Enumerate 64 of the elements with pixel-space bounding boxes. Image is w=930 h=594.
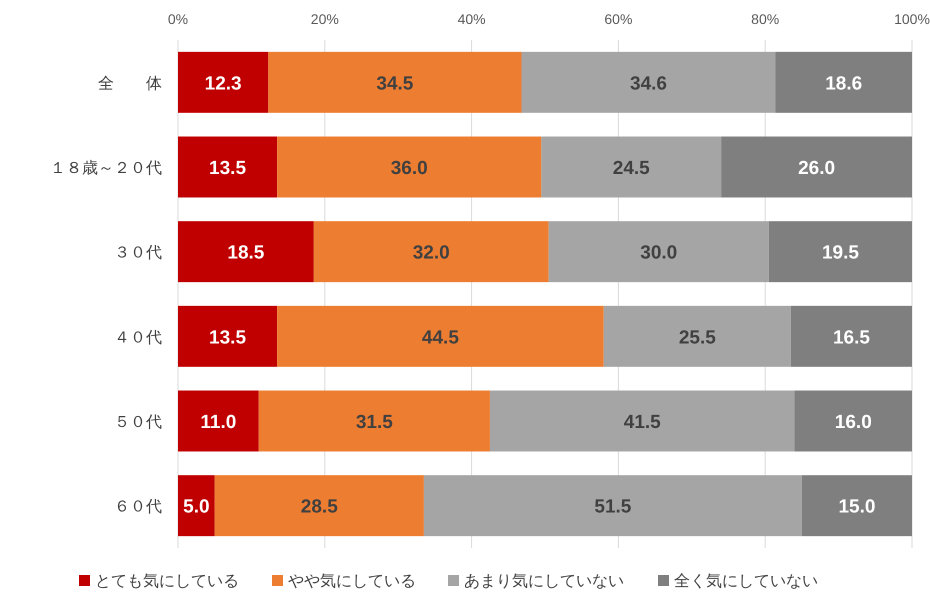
y-tick-label: ３０代 <box>114 244 162 262</box>
x-tick-label: 20% <box>310 11 339 27</box>
data-label: 32.0 <box>412 242 450 264</box>
bar <box>277 136 542 198</box>
bar <box>768 221 912 282</box>
bar <box>522 52 776 113</box>
data-label: 18.6 <box>825 73 862 94</box>
data-label: 16.0 <box>834 412 872 433</box>
data-label: 41.5 <box>624 412 662 433</box>
data-label: 31.5 <box>356 412 394 433</box>
data-label: 36.0 <box>390 158 428 179</box>
bar <box>314 221 549 282</box>
bar <box>424 475 802 536</box>
data-label: 30.0 <box>640 242 678 264</box>
data-label: 28.5 <box>300 496 338 518</box>
legend-label: とても気にしている <box>95 573 239 590</box>
legend-label: やや気にしている <box>288 573 416 590</box>
y-tick-label: １８歳～２０代 <box>50 159 162 177</box>
bar <box>541 136 722 198</box>
bar <box>178 306 278 367</box>
y-tick-label: ５０代 <box>114 414 162 431</box>
data-label: 13.5 <box>209 158 246 179</box>
bar <box>277 306 604 367</box>
x-tick-label: 60% <box>604 11 632 27</box>
bar <box>794 390 912 452</box>
bar <box>214 475 424 536</box>
data-label: 26.0 <box>798 158 836 179</box>
x-tick-label: 80% <box>751 11 780 27</box>
data-label: 24.5 <box>612 158 650 179</box>
data-label: 11.0 <box>200 412 236 433</box>
x-tick-label: 0% <box>168 11 188 27</box>
bar <box>268 52 522 113</box>
bar <box>258 390 490 452</box>
bar <box>178 475 215 536</box>
bar <box>802 475 912 536</box>
bar <box>178 136 278 198</box>
bar <box>490 390 795 452</box>
legend-label: 全く気にしていない <box>674 573 818 590</box>
bar <box>721 136 912 198</box>
y-tick-label: ４０代 <box>114 329 162 346</box>
data-label: 34.6 <box>630 73 667 94</box>
legend-label: あまり気にしていない <box>464 573 624 590</box>
data-label: 16.5 <box>832 327 870 348</box>
data-label: 5.0 <box>183 496 210 518</box>
bar <box>178 52 268 113</box>
bar <box>178 390 259 452</box>
bar <box>790 306 912 367</box>
x-tick-label: 40% <box>458 11 486 27</box>
data-label: 19.5 <box>822 242 860 264</box>
bar <box>604 306 791 367</box>
y-tick-label: ６０代 <box>114 498 162 516</box>
y-tick-label: 全 体 <box>98 75 162 92</box>
bar <box>775 52 912 113</box>
bar <box>548 221 769 282</box>
data-label: 15.0 <box>838 496 876 518</box>
data-label: 12.3 <box>204 73 242 94</box>
bar <box>178 221 314 282</box>
data-label: 25.5 <box>678 327 716 348</box>
data-label: 44.5 <box>422 327 460 348</box>
data-label: 51.5 <box>594 496 632 518</box>
x-tick-label: 100% <box>894 11 930 27</box>
data-label: 18.5 <box>227 242 265 264</box>
data-label: 34.5 <box>376 73 414 94</box>
data-label: 13.5 <box>209 327 246 348</box>
